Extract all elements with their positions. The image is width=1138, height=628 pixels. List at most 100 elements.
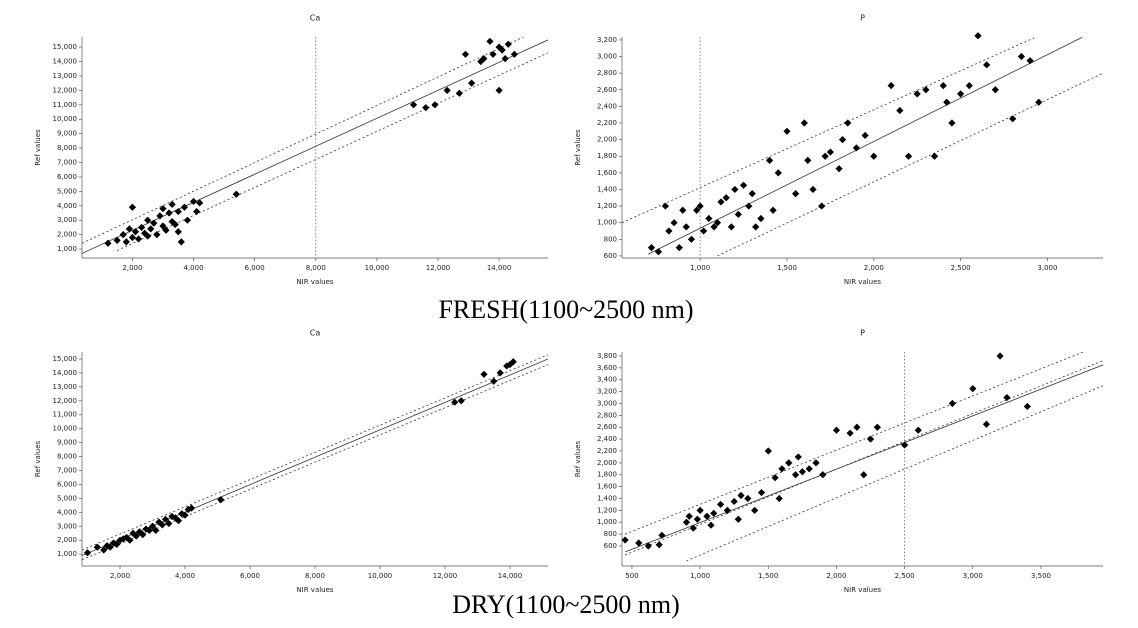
data-point [734,210,742,218]
data-point [930,152,939,160]
data-point [861,131,869,140]
data-point [710,509,718,517]
y-tick-label: 12,000 [53,397,78,405]
fit-line [82,39,548,254]
data-point [161,515,170,523]
data-point [757,488,766,497]
data-point [113,540,121,548]
y-tick-label: 2,000 [57,536,77,544]
data-point [181,511,189,519]
y-tick-label: 2,000 [57,231,77,239]
y-tick-label: 2,600 [597,423,617,431]
y-tick-label: 7,000 [57,467,77,475]
data-point [1026,57,1034,65]
data-point [775,494,783,503]
data-point [710,223,718,231]
y-tick-label: 15,000 [53,43,78,51]
data-point [192,207,201,216]
x-tick-label: 10,000 [365,264,390,272]
x-axis-label: NIR values [296,586,334,594]
y-tick-label: 14,000 [53,58,78,66]
y-tick-label: 8,000 [57,453,77,461]
data-point [174,517,183,525]
data-point [969,385,977,393]
data-point [509,358,517,366]
fit-line [624,364,1103,553]
data-point [737,491,745,500]
data-point [187,504,196,512]
data-point [693,515,701,523]
data-point [1003,393,1011,402]
y-axis-label: Ref values [574,440,582,477]
x-tick-label: 1,000 [690,572,710,580]
y-tick-label: 3,600 [597,364,617,372]
data-point [904,152,913,160]
data-point [490,377,498,385]
data-point [122,533,131,542]
y-tick-label: 2,400 [597,102,617,110]
fit-line [82,364,548,561]
x-tick-label: 4,000 [184,264,204,272]
data-point [860,471,868,479]
y-tick-label: 1,000 [57,550,77,558]
x-tick-label: 4,000 [175,572,195,580]
data-point [468,79,476,87]
y-tick-label: 3,200 [597,36,617,44]
y-tick-label: 11,000 [53,411,78,419]
y-tick-label: 1,400 [597,494,617,502]
fit-line [622,37,1037,224]
x-tick-label: 3,500 [1031,572,1051,580]
data-point [722,194,730,202]
y-tick-label: 800 [604,235,617,243]
data-point [798,468,806,476]
data-point [734,515,742,523]
data-point [757,214,765,223]
data-point [922,86,930,94]
data-point [431,101,439,109]
data-point [486,37,494,45]
x-tick-label: 1,000 [690,264,710,272]
data-point [144,232,152,240]
data-point [159,222,167,230]
data-point [132,532,140,540]
data-point [835,165,843,173]
chart-title: P [860,329,865,338]
y-tick-label: 12,000 [53,86,78,94]
y-tick-label: 1,000 [597,219,617,227]
data-point [495,43,503,51]
y-tick-label: 1,000 [57,245,77,253]
chart: Ca NIR values Ref values 2,000 4,000 6,000 8,0… [34,14,548,286]
x-tick-label: 8,000 [306,264,326,272]
data-point [821,152,829,160]
data-point [644,542,652,550]
data-point [765,156,774,164]
y-tick-label: 10,000 [53,425,78,433]
x-tick-label: 2,000 [864,264,884,272]
data-point [177,238,185,246]
data-point [113,236,121,245]
x-axis-label: NIR values [296,278,334,286]
data-point [159,205,167,213]
x-tick-label: 12,000 [426,264,451,272]
y-tick-label: 2,800 [597,411,617,419]
data-point [142,525,150,533]
y-tick-label: 600 [604,252,617,260]
data-point [510,50,518,58]
data-point [183,216,192,224]
data-point [914,426,922,434]
data-point [730,497,738,506]
chart: Ca NIR values Ref values 2,000 4,000 6,000 8,0… [34,329,548,594]
data-point [168,512,176,521]
x-tick-label: 8,000 [305,572,325,580]
data-point [983,61,991,69]
y-tick-label: 4,000 [57,508,77,516]
data-point [696,506,704,514]
data-point [128,233,137,242]
fit-line [116,52,548,251]
data-point [1023,402,1031,411]
data-point [731,185,739,194]
data-point [100,546,108,554]
data-point [1017,52,1025,61]
data-point [774,169,782,177]
data-point [818,202,826,210]
